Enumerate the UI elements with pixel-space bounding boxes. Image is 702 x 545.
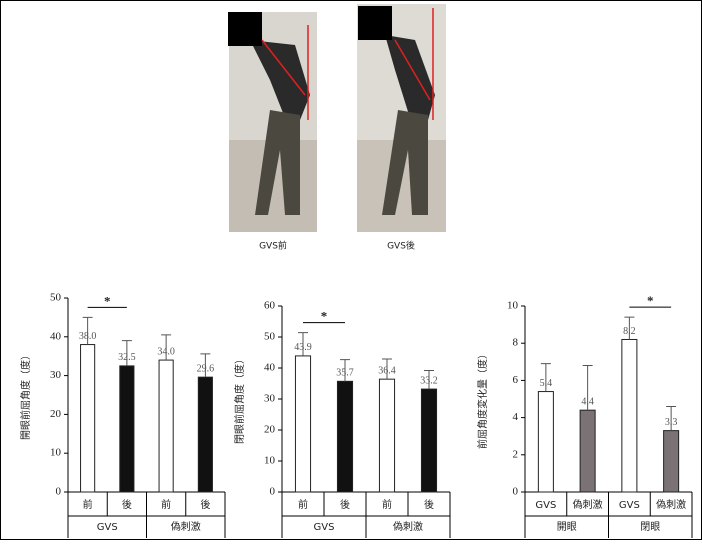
y-tick-label: 0 [270,486,276,498]
x-tick-label: 偽刺激 [573,498,603,511]
group-label: 閉眼 [640,521,660,533]
bar [537,391,554,493]
y-tick-label: 8 [513,337,519,349]
error-bar [624,316,635,340]
y-tick-label: 10 [50,447,62,459]
y-tick-label: 40 [264,362,276,374]
y-tick-label: 6 [513,374,519,386]
x-tick-label: 前 [161,498,171,511]
x-tick-label: 前 [83,498,93,511]
group-label: 偽刺激 [171,520,201,533]
x-tick-label: 偽刺激 [656,498,686,511]
y-axis-label: 閉眼前屈角度（度） [233,354,246,444]
x-tick-label: 前 [298,498,308,511]
x-tick-label: GVS [535,500,556,511]
value-label: 38.0 [79,331,97,342]
y-tick-label: 30 [264,393,276,405]
y-tick-label: 40 [50,330,62,342]
significance-label: * [321,309,328,324]
y-axis-label: 前屈角度変化量（度） [476,349,489,449]
y-tick-label: 2 [513,448,519,460]
x-tick-label: 後 [340,498,350,511]
value-label: 43.9 [294,342,312,353]
error-bar [340,359,350,382]
value-label: 35.7 [336,368,354,379]
bar [579,409,596,493]
y-tick-label: 10 [264,455,276,467]
x-tick-label: 後 [200,498,210,511]
error-bar [424,369,434,390]
error-bar [161,334,172,361]
error-bar [382,358,392,380]
value-label: 3.3 [665,417,678,428]
bar [294,355,312,493]
value-label: 33.2 [420,375,438,386]
bar [663,430,680,493]
error-bar [540,363,551,392]
error-bar [200,353,211,378]
bar [420,388,438,493]
significance-label: * [647,293,654,308]
x-tick-label: 後 [424,498,434,511]
bar [80,344,96,493]
group-label: 偽刺激 [393,520,423,533]
error-bar [298,332,308,356]
photo-before [228,12,317,232]
value-label: 29.6 [197,363,215,374]
photo-caption: GVS前 [259,240,287,252]
y-tick-label: 10 [507,300,519,312]
group-label: GVS [314,522,335,533]
value-label: 5.4 [540,378,553,389]
y-tick-label: 0 [513,486,519,498]
photo-caption: GVS後 [387,240,415,252]
y-tick-label: 50 [50,292,62,304]
group-label: 開眼 [557,521,577,533]
y-tick-label: 0 [56,486,62,498]
significance-label: * [104,293,111,308]
x-tick-label: 前 [382,498,392,511]
y-tick-label: 30 [50,369,62,381]
bar [158,359,174,493]
error-bar [121,340,132,366]
group-label: GVS [97,522,118,533]
photo-after [357,4,446,232]
value-label: 32.5 [118,352,136,363]
y-tick-label: 20 [50,408,62,420]
bar [621,338,638,493]
error-bar [582,365,593,411]
y-tick-label: 4 [513,411,519,423]
y-axis-label: 開眼前屈角度（度） [19,350,32,440]
bar [119,365,135,493]
x-tick-label: 後 [122,498,132,511]
value-label: 34.0 [157,346,175,357]
bar [336,380,354,493]
bar [197,376,213,493]
error-bar [82,316,93,345]
bar [378,378,396,493]
x-tick-label: GVS [619,500,640,511]
value-label: 4.4 [581,396,594,407]
y-tick-label: 20 [264,424,276,436]
error-bar [666,405,677,431]
y-tick-label: 50 [264,331,276,343]
value-label: 36.4 [378,365,396,376]
value-label: 8.2 [623,326,636,337]
y-tick-label: 60 [264,300,276,312]
